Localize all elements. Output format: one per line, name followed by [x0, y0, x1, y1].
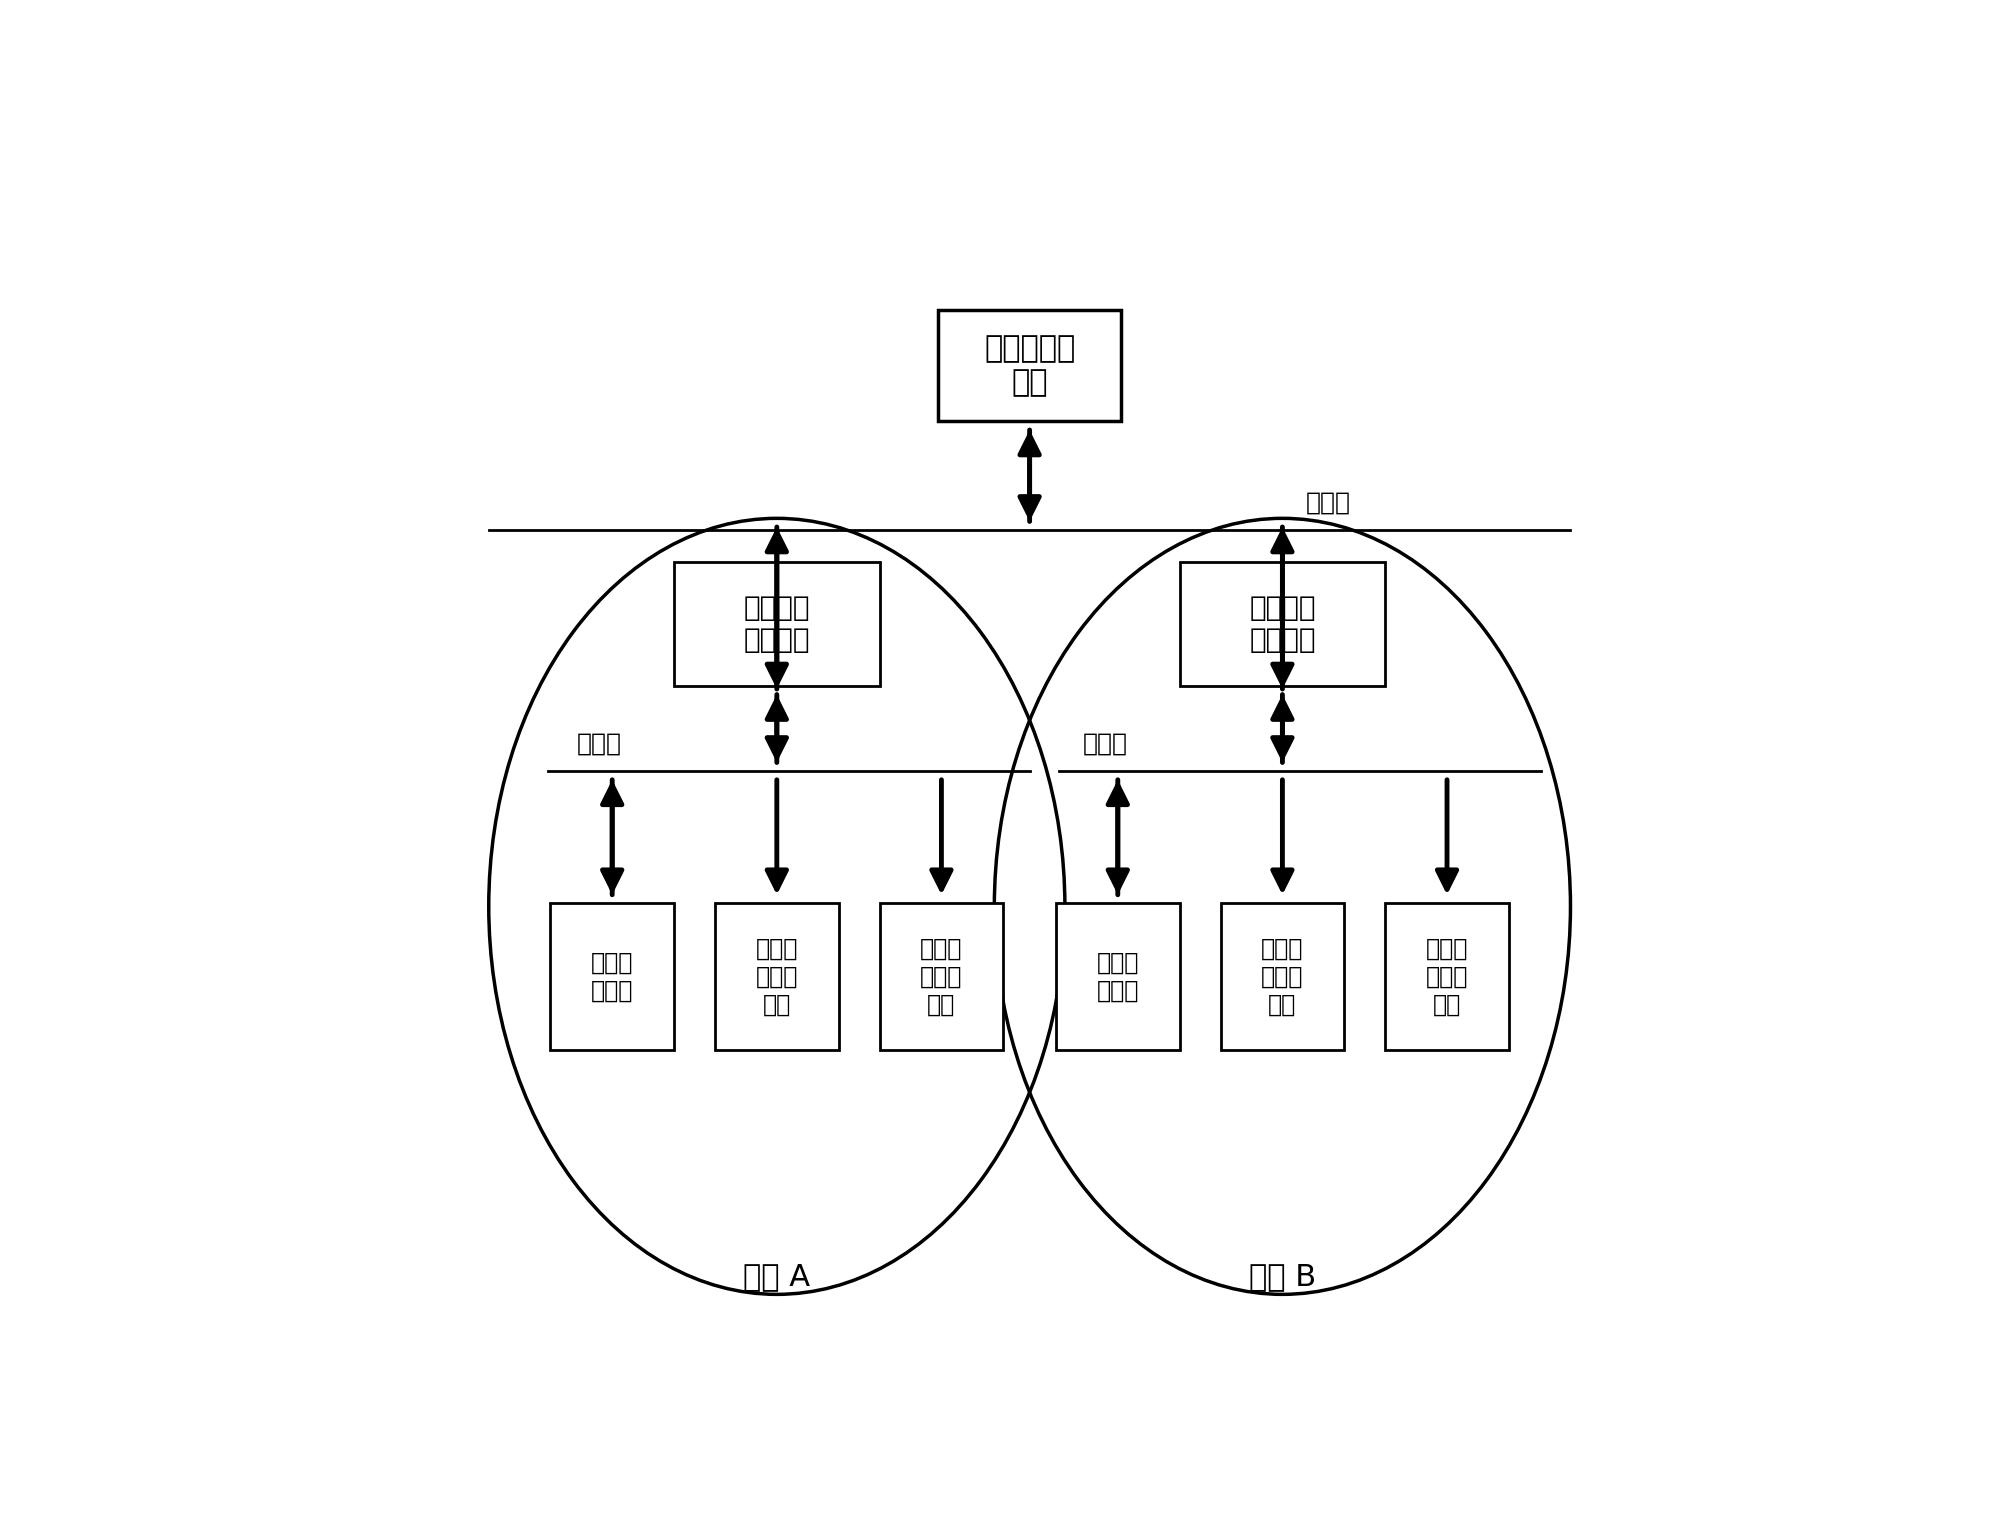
Text: 设备 B: 设备 B: [1250, 1263, 1316, 1292]
Text: 局域网: 局域网: [577, 731, 623, 756]
Text: 局域网: 局域网: [1083, 731, 1127, 756]
Text: 工艺模
块控制
系统: 工艺模 块控制 系统: [1262, 938, 1304, 1017]
Bar: [550, 904, 673, 1051]
Text: 集群设备
控制系统: 集群设备 控制系统: [1250, 594, 1316, 655]
Text: 集群设备
控制系统: 集群设备 控制系统: [743, 594, 810, 655]
Bar: [1179, 562, 1386, 686]
Text: 传输控
制系统: 传输控 制系统: [1097, 951, 1139, 1003]
Bar: [1057, 904, 1179, 1051]
Bar: [880, 904, 1002, 1051]
Text: 传输控
制系统: 传输控 制系统: [591, 951, 633, 1003]
Bar: [715, 904, 838, 1051]
Text: 工艺模
块控制
系统: 工艺模 块控制 系统: [755, 938, 798, 1017]
Bar: [938, 310, 1121, 421]
Text: 设备 A: 设备 A: [743, 1263, 810, 1292]
Bar: [1386, 904, 1509, 1051]
Text: 工艺模
块控制
系统: 工艺模 块控制 系统: [1426, 938, 1469, 1017]
Text: 工艺模
块控制
系统: 工艺模 块控制 系统: [920, 938, 962, 1017]
Bar: [1221, 904, 1344, 1051]
Text: 工厂自动化
系统: 工厂自动化 系统: [984, 334, 1075, 397]
Bar: [673, 562, 880, 686]
Text: 局域网: 局域网: [1306, 490, 1350, 515]
